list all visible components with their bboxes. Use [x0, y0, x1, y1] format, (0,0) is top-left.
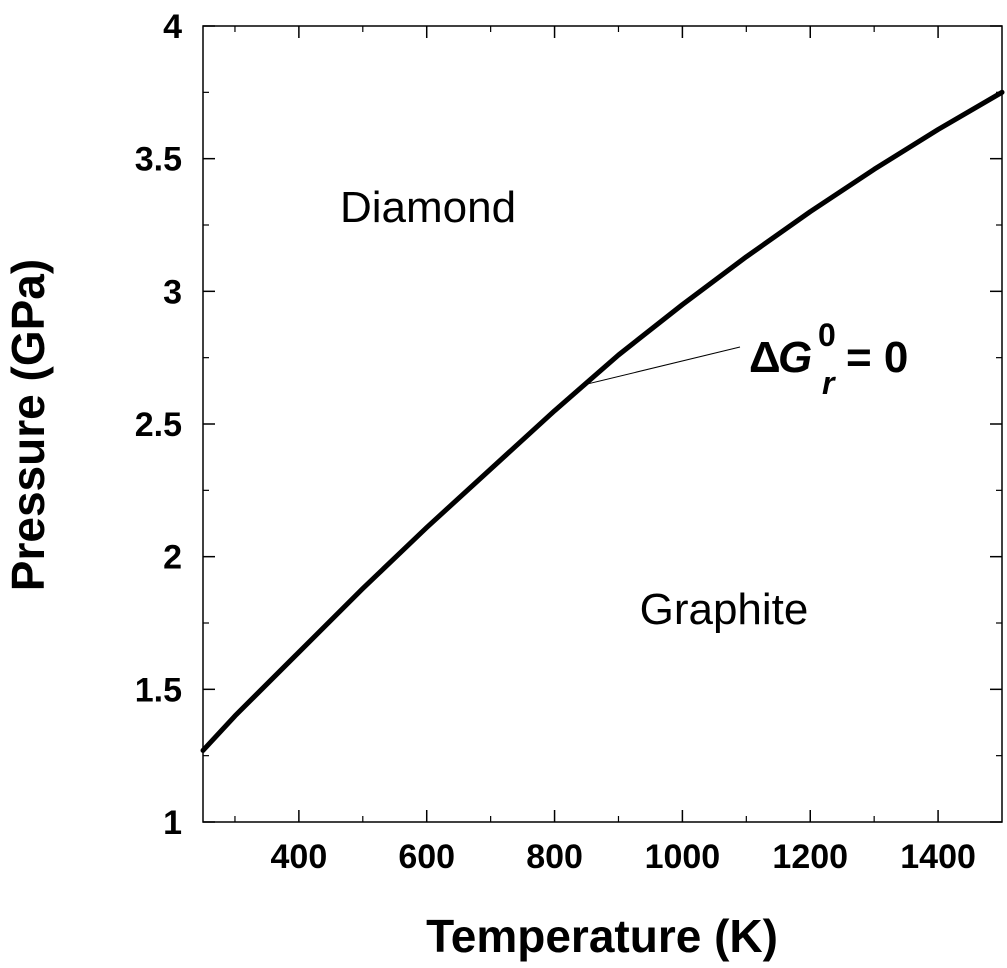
- graphite-region-label: Graphite: [640, 585, 809, 634]
- x-tick-label: 600: [398, 838, 455, 876]
- y-axis-title: Pressure (GPa): [2, 259, 54, 591]
- superscript-zero: 0: [818, 317, 836, 353]
- y-tick-label: 3: [163, 273, 182, 311]
- plot-frame: [202, 25, 1003, 823]
- diamond-region-label: Diamond: [340, 183, 516, 232]
- annotation-leader-line: [586, 346, 741, 385]
- subscript-r: r: [822, 365, 836, 401]
- x-tick-label: 400: [271, 838, 328, 876]
- equals-zero: = 0: [846, 333, 908, 382]
- delta-g-annotation: Δ G 0 r = 0: [749, 317, 908, 401]
- g-symbol: G: [778, 333, 812, 382]
- phase-boundary-line: [200, 89, 1005, 753]
- y-tick-label: 1: [163, 804, 182, 842]
- y-tick-label: 1.5: [135, 671, 182, 709]
- y-tick-label: 4: [163, 8, 182, 46]
- y-tick-label: 2: [163, 539, 182, 577]
- x-axis-title: Temperature (K): [426, 910, 778, 962]
- x-tick-label: 1000: [645, 838, 721, 876]
- delta-symbol: Δ: [749, 333, 781, 382]
- y-tick-label: 3.5: [135, 141, 182, 179]
- x-tick-label: 1400: [900, 838, 976, 876]
- x-tick-label: 1200: [772, 838, 848, 876]
- y-tick-label: 2.5: [135, 406, 182, 444]
- x-tick-label: 800: [526, 838, 583, 876]
